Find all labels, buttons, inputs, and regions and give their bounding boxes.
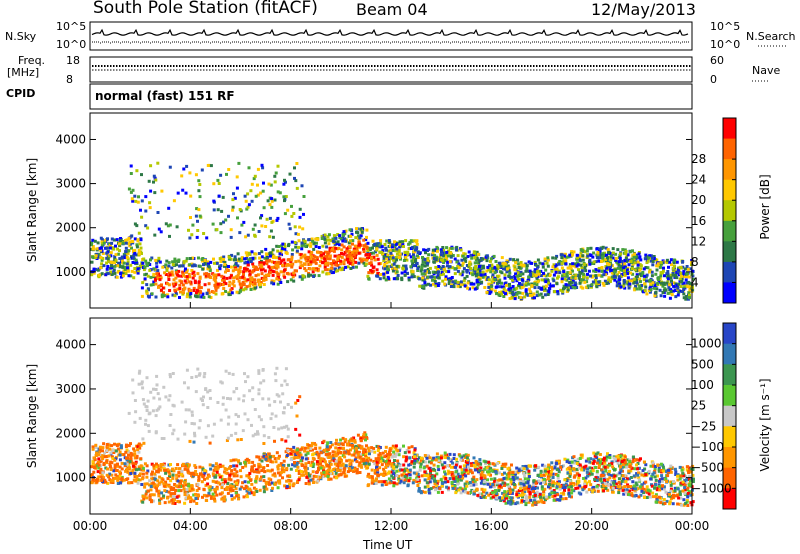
- velocity-colorbar-segment: [723, 488, 736, 510]
- power-colorbar-segment: [723, 200, 736, 222]
- time-xtick-label: 00:00: [73, 519, 108, 533]
- time-xtick-label: 16:00: [474, 519, 509, 533]
- power-ytick-label: 4000: [55, 132, 86, 146]
- power-colorbar-segment: [723, 241, 736, 263]
- velocity-colorbar-segment: [723, 447, 736, 469]
- noise-right-tick-high: 10^5: [710, 20, 741, 33]
- nsky-label: N.Sky: [5, 30, 37, 43]
- power-colorbar-segment: [723, 138, 736, 160]
- velocity-colorbar-segment: [723, 405, 736, 427]
- velocity-colorbar-tick-label: 1000: [691, 337, 722, 351]
- power-data-field: [90, 161, 695, 301]
- cpid-value: normal (fast) 151 RF: [95, 89, 235, 103]
- freq-panel-frame: [89, 56, 693, 83]
- power-colorbar-segment: [723, 261, 736, 283]
- nsky-trace: [91, 28, 689, 36]
- velocity-colorbar-tick-label: −500: [691, 461, 724, 475]
- velocity-colorbar-segment: [723, 343, 736, 365]
- power-colorbar-frame: [722, 117, 737, 304]
- velocity-colorbar-frame: [722, 322, 737, 510]
- noise-left-tick-low: 10^0: [56, 38, 87, 51]
- power-colorbar-segment: [723, 118, 736, 140]
- nave-tick-low: 0: [710, 73, 717, 86]
- noise-left-tick-high: 10^5: [56, 20, 87, 33]
- time-xtick-label: 20:00: [574, 519, 609, 533]
- nave-label: Nave: [752, 64, 781, 77]
- power-ytick-label: 1000: [55, 265, 86, 279]
- power-colorbar-label: Power [dB]: [758, 174, 772, 240]
- velocity-colorbar-segment: [723, 467, 736, 489]
- power-colorbar-tick-label: 20: [691, 193, 706, 207]
- velocity-colorbar-tick-label: −100: [691, 440, 724, 454]
- power-colorbar-segment: [723, 220, 736, 242]
- beam-label: Beam 04: [356, 0, 428, 19]
- power-colorbar-segment: [723, 159, 736, 181]
- velocity-ytick-label: 3000: [55, 382, 86, 396]
- power-ytick-label: 3000: [55, 177, 86, 191]
- time-xtick-label: 00:00: [675, 519, 710, 533]
- power-colorbar-segment: [723, 282, 736, 304]
- power-colorbar-tick-label: 12: [691, 234, 706, 248]
- power-colorbar-tick-label: 8: [691, 255, 699, 269]
- velocity-colorbar-segment: [723, 364, 736, 386]
- nsearch-label: N.Search: [746, 30, 796, 43]
- freq-label: Freq.: [18, 54, 46, 67]
- velocity-colorbar-tick-label: −1000: [691, 481, 732, 495]
- noise-panel-frame: [89, 21, 693, 51]
- nsearch-trace: [92, 41, 689, 44]
- time-xtick-label: 04:00: [173, 519, 208, 533]
- freq-tick-low: 8: [66, 73, 73, 86]
- velocity-ytick-label: 1000: [55, 471, 86, 485]
- velocity-ylabel: Slant Range [km]: [25, 363, 39, 469]
- power-ylabel: Slant Range [km]: [25, 157, 39, 263]
- time-xlabel: Time UT: [363, 538, 413, 552]
- power-colorbar-tick-label: 4: [691, 275, 699, 289]
- power-colorbar-tick-label: 24: [691, 173, 706, 187]
- cpid-label: CPID: [6, 87, 36, 100]
- power-frame: [89, 112, 693, 309]
- noise-right-tick-low: 10^0: [710, 38, 741, 51]
- freq-unit-label: [MHz]: [7, 66, 40, 79]
- cpid-panel-frame: [89, 83, 693, 110]
- freq-tick-high: 18: [66, 54, 80, 67]
- velocity-colorbar-tick-label: 25: [691, 399, 706, 413]
- velocity-colorbar-tick-label: 500: [691, 357, 714, 371]
- velocity-colorbar-segment: [723, 323, 736, 345]
- power-ytick-label: 2000: [55, 221, 86, 235]
- time-xtick-label: 08:00: [273, 519, 308, 533]
- chart-title: South Pole Station (fitACF): [93, 0, 318, 18]
- velocity-colorbar-tick-label: −25: [691, 419, 716, 433]
- velocity-colorbar-segment: [723, 426, 736, 448]
- velocity-ytick-label: 2000: [55, 426, 86, 440]
- velocity-colorbar-tick-label: 100: [691, 378, 714, 392]
- power-colorbar-tick-label: 28: [691, 152, 706, 166]
- time-xtick-label: 12:00: [374, 519, 409, 533]
- velocity-colorbar-label: Velocity [m s⁻¹]: [758, 378, 772, 472]
- velocity-colorbar-segment: [723, 385, 736, 407]
- velocity-data-field: [90, 366, 695, 507]
- power-colorbar-segment: [723, 179, 736, 201]
- nave-tick-high: 60: [710, 54, 724, 67]
- velocity-ytick-label: 4000: [55, 338, 86, 352]
- date-label: 12/May/2013: [591, 0, 696, 19]
- power-colorbar-tick-label: 16: [691, 214, 706, 228]
